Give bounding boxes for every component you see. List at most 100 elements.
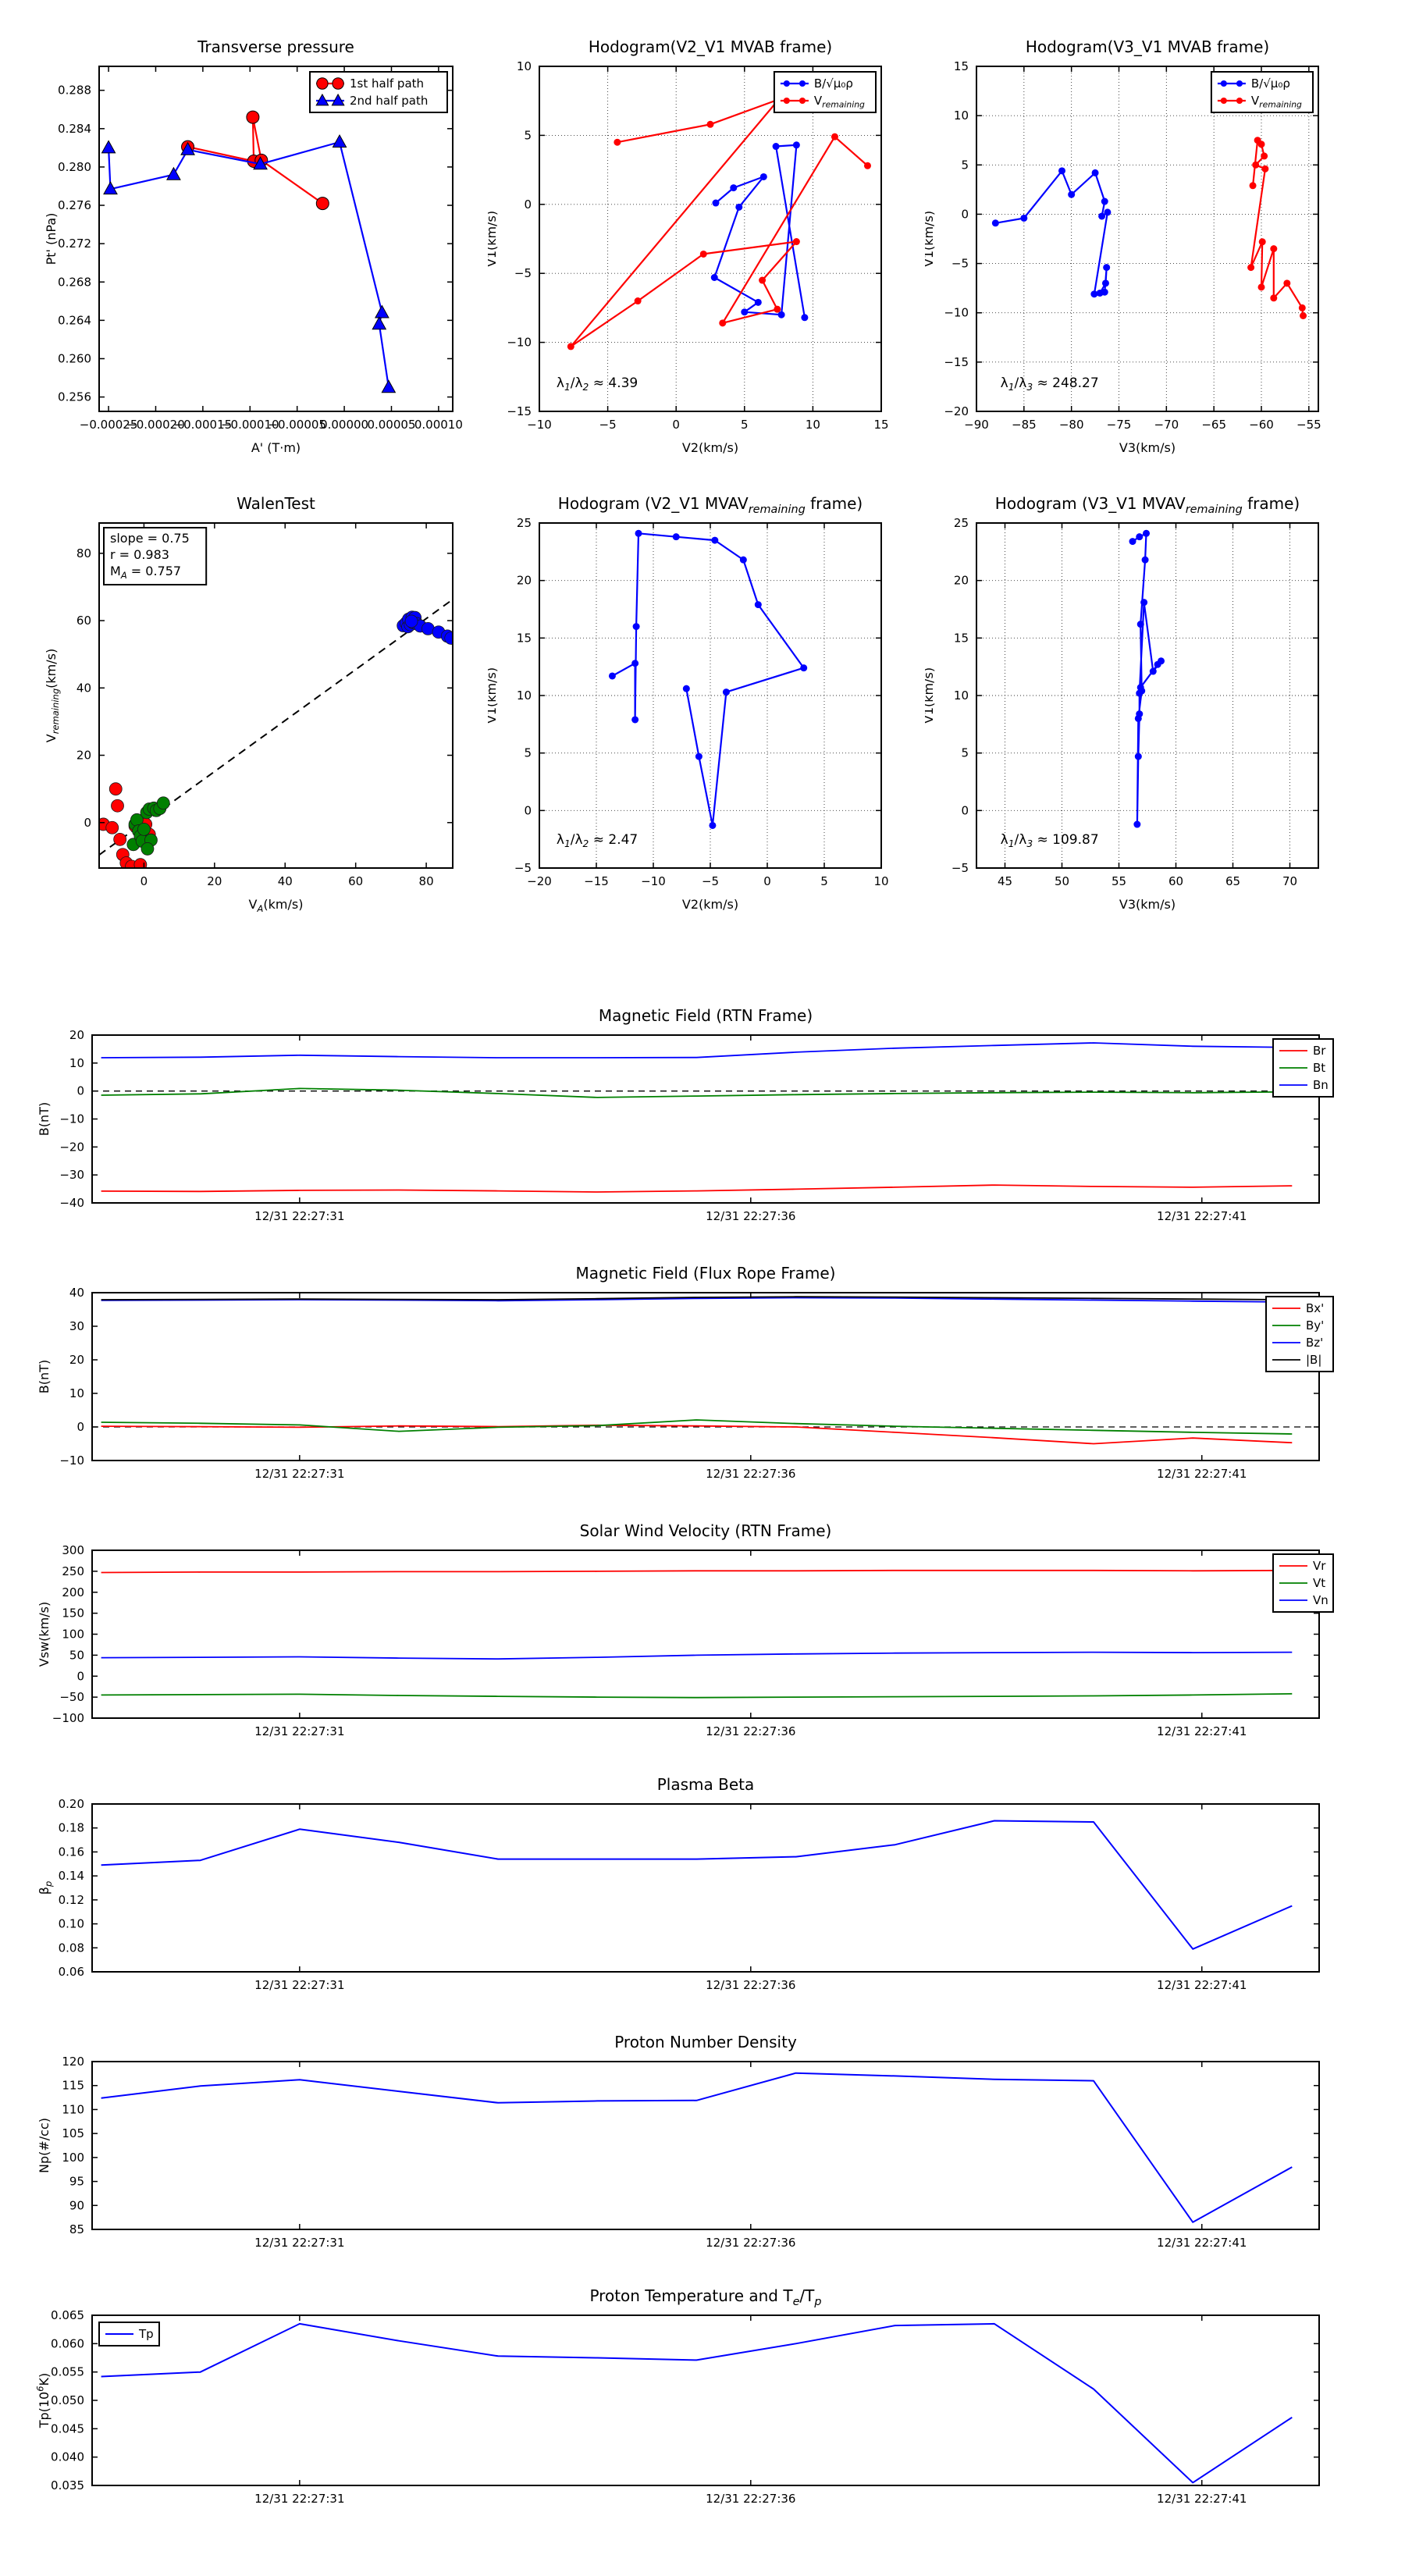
svg-text:0.288: 0.288 [58, 84, 91, 98]
svg-text:0.050: 0.050 [51, 2393, 84, 2407]
svg-text:5: 5 [524, 746, 532, 760]
series-group [567, 95, 871, 350]
svg-text:85: 85 [69, 2222, 84, 2236]
svg-text:0.040: 0.040 [51, 2450, 84, 2464]
svg-text:0.284: 0.284 [58, 122, 91, 136]
legend: Bx' By' Bz' |B| [1265, 1296, 1334, 1372]
chart-hodogram_v2v1_mvav: −20 −15 −10 −5 0 5 10 −5 0 5 10 15 20 25 Hodogram (V2_… [484, 468, 931, 920]
tick-marks [539, 66, 882, 412]
svg-text:10: 10 [69, 1056, 84, 1070]
svg-text:r = 0.983: r = 0.983 [110, 547, 169, 562]
svg-text:0.065: 0.065 [51, 2308, 84, 2322]
svg-text:12/31 22:27:41: 12/31 22:27:41 [1157, 1978, 1247, 1992]
svg-text:0.264: 0.264 [58, 313, 91, 327]
plot-box [91, 2061, 1320, 2230]
legend: B/√μ₀ρ Vremaining [773, 71, 877, 113]
svg-text:60: 60 [76, 614, 91, 628]
svg-text:0.08: 0.08 [59, 1941, 84, 1955]
chart-svg-walen_test: 0 20 40 60 80 0 20 40 60 80 WalenTest VA(km/s) Vrema… [44, 494, 454, 914]
y-axis-label: Tp(106K) [35, 2373, 52, 2429]
svg-text:0.272: 0.272 [58, 237, 91, 251]
svg-text:12/31 22:27:36: 12/31 22:27:36 [706, 1467, 795, 1481]
tick-labels: −20 −15 −10 −5 0 5 10 −5 0 5 10 15 20 25 [514, 516, 889, 888]
chart-svg-hodogram_v2v1_mvav: −20 −15 −10 −5 0 5 10 −5 0 5 10 15 20 25 Hodogram (V2_… [484, 494, 889, 912]
svg-text:Bt: Bt [1313, 1061, 1325, 1075]
svg-text:90: 90 [69, 2198, 84, 2212]
svg-text:12/31 22:27:31: 12/31 22:27:31 [254, 2236, 344, 2250]
y-axis-label: B(nT) [37, 1102, 52, 1136]
svg-text:12/31 22:27:31: 12/31 22:27:31 [254, 1467, 344, 1481]
svg-text:2nd half path: 2nd half path [350, 94, 428, 108]
svg-text:15: 15 [873, 418, 888, 432]
series-group [101, 1820, 1293, 1950]
svg-text:0: 0 [672, 418, 680, 432]
svg-text:45: 45 [998, 874, 1012, 888]
svg-text:0.00005: 0.00005 [367, 418, 415, 432]
stats-box: slope = 0.75r = 0.983 MA = 0.757 [103, 527, 208, 585]
svg-text:1st half path: 1st half path [350, 76, 424, 91]
svg-text:0: 0 [140, 874, 148, 888]
tick-marks [976, 66, 1318, 412]
svg-text:0.16: 0.16 [59, 1845, 84, 1859]
chart-title: Hodogram(V2_V1 MVAB frame) [589, 37, 832, 56]
chart-hodogram_v2v1_mvab: −10 −5 0 5 10 15 −15 −10 −5 0 5 10 Hodogram(V2_V1 MV… [484, 12, 931, 463]
plot-box [91, 2314, 1320, 2486]
series-group [608, 529, 808, 829]
svg-text:5: 5 [741, 418, 749, 432]
chart-title: Solar Wind Velocity (RTN Frame) [580, 1521, 832, 1540]
svg-text:−40: −40 [59, 1196, 84, 1210]
svg-text:|B|: |B| [1306, 1353, 1321, 1367]
svg-text:−0.00005: −0.00005 [268, 418, 326, 432]
series-By' [101, 1419, 1293, 1435]
plot-box [976, 66, 1319, 412]
svg-text:−5: −5 [951, 861, 969, 875]
svg-text:10: 10 [954, 688, 969, 703]
svg-text:0.06: 0.06 [59, 1965, 84, 1979]
chart-title: Proton Number Density [614, 2033, 797, 2051]
chart-title: Proton Temperature and Te/Tp [589, 2286, 821, 2308]
chart-title: Hodogram (V2_V1 MVAVremaining frame) [558, 494, 863, 516]
annotation-text: λ1/λ3 ≈ 248.27 [1001, 375, 1099, 393]
gridlines [976, 522, 1318, 869]
svg-text:0: 0 [524, 197, 532, 212]
chart-svg-hodogram_v3v1_mvav: 45 50 55 60 65 70 −5 0 5 10 15 20 25 Hodogram (V3_V1 … [921, 494, 1319, 912]
svg-text:−15: −15 [944, 355, 969, 369]
tick-marks [92, 2061, 1319, 2230]
tick-marks [92, 1550, 1319, 1719]
svg-text:−20: −20 [944, 404, 969, 418]
svg-text:−10: −10 [527, 418, 552, 432]
svg-text:−0.00025: −0.00025 [80, 418, 138, 432]
svg-text:−30: −30 [59, 1168, 84, 1182]
svg-text:Vremaining: Vremaining [814, 94, 865, 110]
chart-hodogram_v3v1_mvav: 45 50 55 60 65 70 −5 0 5 10 15 20 25 Hodogram (V3_V1 … [921, 468, 1368, 920]
tick-marks [976, 522, 1318, 869]
chart-title: Hodogram(V3_V1 MVAB frame) [1026, 37, 1269, 56]
series-|B| [101, 1296, 1293, 1300]
tick-marks [92, 1803, 1319, 1973]
svg-text:15: 15 [954, 631, 969, 645]
chart-title: Transverse pressure [197, 37, 354, 56]
series-group [101, 1296, 1293, 1445]
svg-text:20: 20 [954, 574, 969, 588]
svg-text:95: 95 [69, 2175, 84, 2189]
svg-text:By': By' [1306, 1318, 1324, 1332]
x-axis-label: V3(km/s) [1119, 897, 1176, 912]
svg-text:Tp: Tp [138, 2327, 154, 2341]
plot-box [539, 66, 882, 412]
chart-vsw_rtn: 12/31 22:27:31 12/31 22:27:36 12/31 22:27:… [22, 1513, 1386, 1759]
svg-text:150: 150 [62, 1606, 84, 1621]
svg-text:40: 40 [69, 1286, 84, 1300]
svg-text:−60: −60 [1249, 418, 1274, 432]
series-Np [101, 2072, 1293, 2223]
svg-text:0: 0 [524, 803, 532, 817]
svg-text:0.276: 0.276 [58, 198, 91, 212]
plot-box [98, 66, 454, 412]
svg-text:−10: −10 [944, 306, 969, 320]
svg-text:12/31 22:27:31: 12/31 22:27:31 [254, 2492, 344, 2506]
annotation-text: λ1/λ2 ≈ 4.39 [557, 375, 638, 393]
series-fit line [99, 599, 453, 856]
svg-text:30: 30 [69, 1319, 84, 1333]
chart-hodogram_v3v1_mvab: −90 −85 −80 −75 −70 −65 −60 −55 −20 −15 −10 −5 0 5 10 1… [921, 12, 1368, 463]
svg-text:25: 25 [517, 516, 532, 530]
